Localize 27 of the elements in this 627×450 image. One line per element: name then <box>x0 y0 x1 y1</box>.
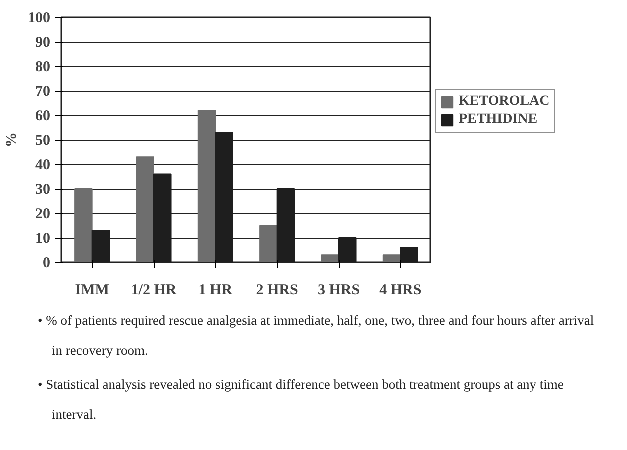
x-tick-label: 1/2 HR <box>131 282 177 298</box>
x-tick-label: 1 HR <box>198 282 233 298</box>
legend-label: KETOROLAC <box>459 94 550 110</box>
x-tick-label: 4 HRS <box>380 282 422 298</box>
y-tick-label: 30 <box>36 182 50 198</box>
legend-label: PETHIDINE <box>459 112 538 128</box>
x-tick-label: 3 HRS <box>318 282 360 298</box>
x-tick-label: 2 HRS <box>256 282 298 298</box>
bar <box>260 225 278 262</box>
y-tick-label: 60 <box>36 108 50 124</box>
y-tick-label: 10 <box>36 231 50 247</box>
y-tick-label: 70 <box>36 84 50 100</box>
y-tick-label: 90 <box>36 35 50 51</box>
bar <box>136 156 154 262</box>
bar <box>321 254 340 262</box>
y-tick-label: 50 <box>36 133 50 149</box>
y-tick-label: 100 <box>28 10 50 26</box>
x-tick-label: IMM <box>75 282 110 298</box>
text: • Statistical analysis revealed no significant difference between both treatment groups at any time interval. <box>38 376 565 424</box>
bar <box>74 188 93 262</box>
y-axis-title: % <box>4 132 20 148</box>
y-tick-label: 20 <box>36 206 50 222</box>
y-tick-label: 80 <box>36 60 50 76</box>
text: • % of patients required rescue analgesia at immediate, half, one, two, three and four hours after arrival in recovery room. <box>38 312 596 360</box>
y-tick-label: 0 <box>43 256 50 272</box>
bar <box>198 110 216 262</box>
y-tick-label: 40 <box>36 158 50 174</box>
